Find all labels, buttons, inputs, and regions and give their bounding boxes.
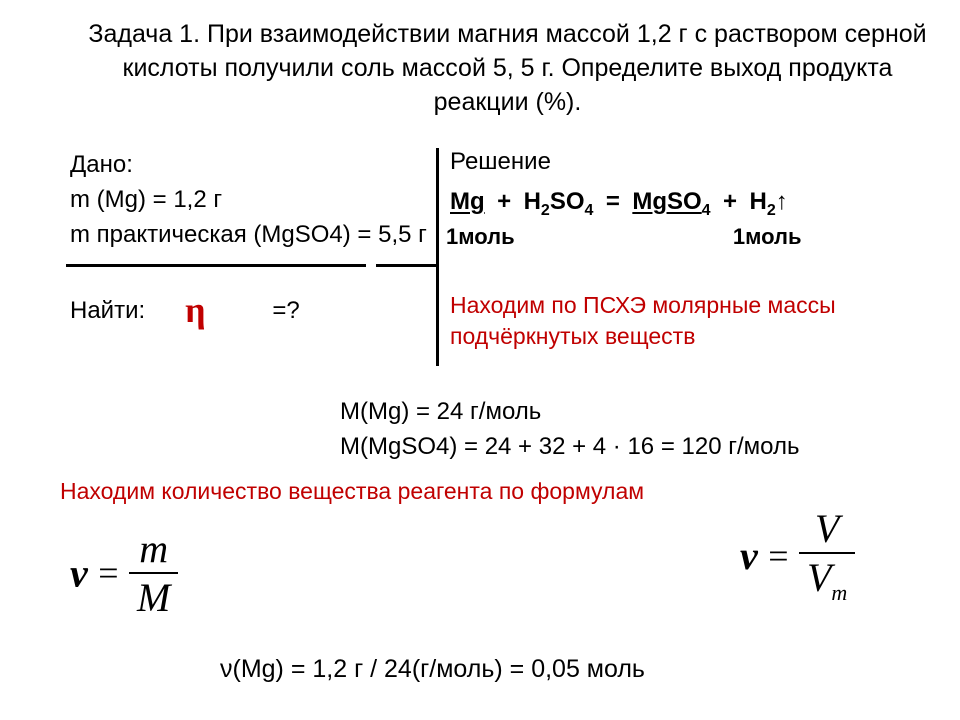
plus-sign: + xyxy=(723,188,737,216)
den-sub: m xyxy=(831,580,847,605)
find-block: Найти: η =? xyxy=(70,285,300,327)
denominator: Vm xyxy=(799,554,855,606)
equals-sign: = xyxy=(606,188,620,216)
product-h2: H2↑ xyxy=(750,188,788,220)
reagent-mg: Mg xyxy=(450,188,485,216)
gas-arrow-icon: ↑ xyxy=(776,188,788,215)
eta-symbol: η xyxy=(185,290,205,330)
chem-sub: 2 xyxy=(767,202,776,219)
note-amount-substance: Находим количество вещества реагента по … xyxy=(60,478,644,505)
den-base: V xyxy=(807,555,831,600)
equals-sign: = xyxy=(92,553,124,593)
problem-statement: Задача 1. При взаимодействии магния масс… xyxy=(75,18,940,119)
fraction: m M xyxy=(129,525,178,621)
numerator: V xyxy=(799,505,855,554)
stoich-value: 1моль xyxy=(446,224,515,249)
given-title: Дано: xyxy=(70,148,427,183)
formula-nu-equals-V-over-Vm: ν = V Vm xyxy=(740,505,855,606)
nu-symbol: ν xyxy=(740,533,758,578)
calculation-line: ν(Mg) = 1,2 г / 24(г/моль) = 0,05 моль xyxy=(220,655,645,684)
numerator: m xyxy=(129,525,178,574)
horizontal-divider xyxy=(376,264,436,267)
chem-text: H xyxy=(524,188,541,215)
denominator: M xyxy=(129,574,178,621)
horizontal-divider xyxy=(66,264,366,267)
find-suffix: =? xyxy=(272,297,299,324)
chemical-equation: Mg + H2SO4 = MgSO4 + H2↑ xyxy=(446,188,792,220)
chem-text: MgSO xyxy=(632,188,701,215)
find-label: Найти: xyxy=(70,297,145,324)
solution-label: Решение xyxy=(450,148,551,176)
product-mgso4: MgSO4 xyxy=(632,188,710,220)
stoich-value: 1моль xyxy=(733,224,802,249)
chem-sub: 2 xyxy=(541,202,550,219)
chem-text: SO xyxy=(550,188,585,215)
note-molar-masses: Находим по ПСХЭ молярные массы подчёркну… xyxy=(450,290,870,352)
stoichiometry-row: 1моль 1моль xyxy=(446,224,802,250)
equals-sign: = xyxy=(762,536,794,576)
vertical-divider xyxy=(436,148,439,366)
formula-nu-equals-m-over-M: ν = m M xyxy=(70,525,178,621)
chem-text: H xyxy=(750,188,767,215)
molar-mass-block: M(Mg) = 24 г/моль M(MgSO4) = 24 + 32 + 4… xyxy=(340,395,799,465)
molar-line: M(MgSO4) = 24 + 32 + 4 · 16 = 120 г/моль xyxy=(340,430,799,465)
fraction: V Vm xyxy=(799,505,855,606)
given-line: m (Mg) = 1,2 г xyxy=(70,183,427,218)
chem-sub: 4 xyxy=(702,202,711,219)
given-block: Дано: m (Mg) = 1,2 г m практическая (MgS… xyxy=(70,148,427,252)
nu-symbol: ν xyxy=(70,551,88,596)
reagent-h2so4: H2SO4 xyxy=(524,188,594,220)
chem-sub: 4 xyxy=(585,202,594,219)
plus-sign: + xyxy=(497,188,511,216)
molar-line: M(Mg) = 24 г/моль xyxy=(340,395,799,430)
given-line: m практическая (MgSO4) = 5,5 г xyxy=(70,218,427,253)
